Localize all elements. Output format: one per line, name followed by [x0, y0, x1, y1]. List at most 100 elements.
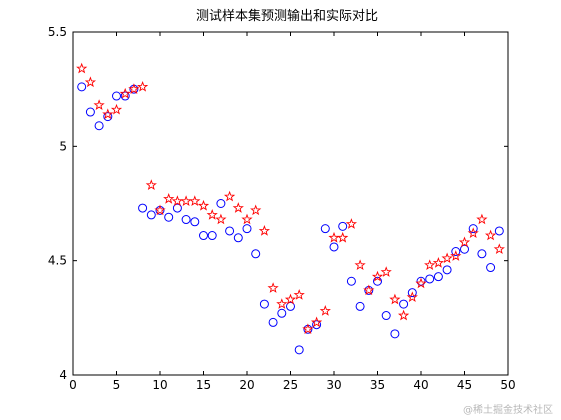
data-point-star [206, 209, 218, 220]
data-point-circle [390, 329, 400, 339]
x-tick-label: 35 [370, 378, 385, 392]
data-point-star [93, 99, 105, 110]
data-point-star [84, 76, 97, 88]
data-point-star [354, 259, 366, 271]
x-tick-label: 30 [326, 378, 341, 392]
data-point-star [389, 293, 401, 305]
data-point-circle [460, 244, 469, 254]
chart-title: 测试样本集预测输出和实际对比 [196, 8, 378, 24]
data-point-circle [199, 231, 208, 241]
data-point-star [467, 227, 479, 239]
data-point-star [136, 80, 149, 92]
data-point-star [415, 277, 427, 289]
data-point-circle [190, 217, 200, 227]
data-point-star [310, 316, 323, 328]
data-point-star [180, 195, 192, 206]
data-point-circle [468, 224, 478, 234]
data-point-circle [329, 242, 339, 252]
data-point-circle [268, 317, 278, 327]
y-tick-label: 4 [59, 368, 67, 382]
data-point-star [128, 83, 140, 94]
data-point-star [215, 213, 227, 225]
plot-area: 0 5 10 15 20 25 30 35 40 45 50 4 4.5 5 5.5 [48, 25, 516, 392]
x-tick-label: 40 [413, 378, 428, 392]
data-point-star [223, 190, 236, 202]
data-point-circle [338, 221, 348, 231]
data-point-circle [207, 231, 217, 241]
data-point-star [293, 289, 305, 300]
axes-box [72, 31, 509, 376]
data-point-star [119, 87, 131, 99]
data-point-circle [225, 226, 235, 236]
data-point-star [319, 305, 331, 316]
data-point-star [371, 270, 384, 282]
data-point-star [145, 179, 157, 190]
data-point-circle [146, 210, 156, 220]
x-tick-label: 50 [500, 378, 515, 392]
data-point-circle [286, 301, 295, 311]
data-point-star [432, 257, 445, 268]
data-point-star [189, 195, 201, 206]
data-point-circle [407, 288, 417, 298]
x-tick-label: 45 [457, 378, 472, 392]
data-point-star [406, 291, 418, 303]
data-point-circle [172, 203, 182, 213]
data-point-circle [320, 224, 330, 234]
data-point-star [484, 229, 497, 241]
data-point-circle [94, 121, 104, 131]
data-point-circle [216, 199, 226, 208]
data-point-star [241, 213, 253, 225]
data-point-circle [164, 212, 174, 222]
data-point-circle [242, 224, 252, 234]
x-tick-label: 25 [283, 378, 298, 392]
x-tick-label: 10 [152, 378, 167, 392]
y-tick-label: 5.5 [48, 25, 67, 39]
data-point-star [476, 213, 488, 225]
data-point-circle [433, 272, 443, 282]
data-point-circle [486, 263, 496, 273]
data-point-star [76, 62, 88, 74]
data-point-circle [346, 276, 356, 286]
data-point-star [380, 266, 392, 277]
data-point-circle [103, 112, 113, 122]
data-point-star [363, 284, 375, 296]
data-point-circle [451, 247, 461, 257]
data-point-star [110, 103, 123, 115]
x-tick-label: 5 [113, 378, 121, 392]
data-point-circle [425, 274, 435, 284]
data-point-star [267, 282, 279, 293]
data-point-star [450, 250, 462, 261]
data-point-circle [399, 299, 409, 309]
data-point-circle [251, 249, 261, 259]
x-tick-label: 0 [69, 378, 77, 392]
data-point-circle [442, 265, 452, 275]
data-point-star [197, 199, 210, 211]
data-point-circle [494, 226, 504, 236]
data-point-star [337, 231, 349, 243]
data-point-circle [233, 233, 243, 243]
data-point-star [458, 236, 471, 248]
data-point-circle [381, 311, 391, 321]
data-point-star [284, 293, 297, 305]
data-point-circle [277, 308, 287, 318]
y-tick-label: 4.5 [48, 254, 67, 268]
x-tick-label: 15 [196, 378, 211, 392]
data-point-circle [373, 276, 382, 286]
data-point-star [424, 259, 436, 271]
data-point-circle [77, 82, 87, 92]
data-point-star [163, 193, 175, 204]
x-tick-label: 20 [239, 378, 254, 392]
data-point-star [493, 243, 505, 255]
data-point-circle [355, 301, 365, 311]
data-point-circle [312, 320, 322, 330]
data-point-circle [181, 215, 191, 225]
data-point-circle [112, 91, 121, 101]
data-point-star [397, 309, 410, 321]
data-point-star [232, 202, 244, 213]
data-point-star [328, 231, 340, 243]
y-tick-label: 5 [59, 139, 67, 153]
data-point-circle [138, 203, 148, 213]
data-point-circle [120, 91, 130, 101]
data-point-star [250, 204, 262, 216]
